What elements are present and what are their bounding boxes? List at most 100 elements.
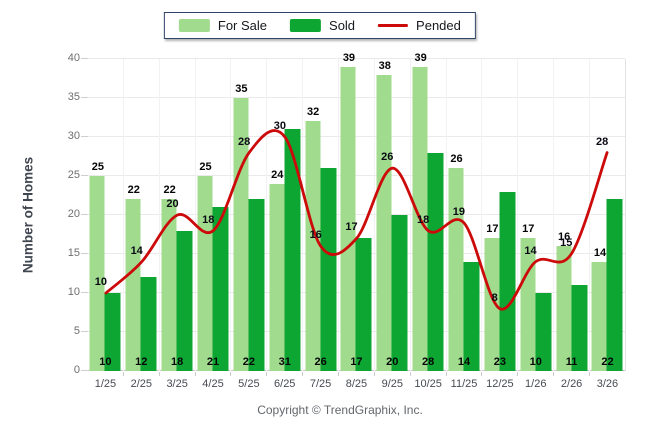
pended-line-swatch	[378, 24, 409, 27]
pended-value-label: 18	[416, 213, 430, 226]
sold-value-label: 22	[601, 356, 614, 368]
legend-label-pended: Pended	[416, 18, 461, 33]
sold-bar	[463, 261, 480, 371]
x-tick-mark	[302, 372, 304, 376]
y-axis-title: Number of Homes	[20, 156, 36, 274]
pended-value-label: 14	[130, 244, 143, 257]
bar-group-12/25: 23 17 12/25	[481, 59, 517, 390]
bar-pair: 17 39	[340, 52, 372, 371]
bar-pair: 11 16	[556, 231, 588, 371]
bar-group-5/25: 22 35 5/25	[230, 59, 266, 390]
x-tick-mark	[373, 372, 375, 376]
y-tick-mark	[81, 175, 88, 176]
bar-pair: 26 32	[305, 106, 337, 371]
x-tick-label: 8/25	[345, 378, 368, 390]
pended-value-label: 18	[202, 213, 215, 226]
for-sale-value-label: 22	[127, 184, 140, 197]
for-sale-bar	[340, 66, 356, 371]
gridline-y-30	[88, 136, 625, 137]
pended-value-label: 17	[345, 221, 358, 234]
bar-group-2/25: 12 22 2/25	[122, 59, 159, 390]
x-tick-mark	[266, 372, 268, 376]
bar-group-3/26: 22 14 3/26	[589, 59, 625, 390]
sold-bar	[284, 129, 301, 371]
x-tick-label: 2/26	[560, 378, 583, 390]
x-tick-label: 7/25	[309, 378, 332, 390]
sold-bar	[140, 277, 157, 371]
x-tick-label: 3/26	[596, 378, 619, 390]
pended-value-label: 16	[309, 229, 322, 242]
x-tick-label: 3/25	[166, 378, 188, 390]
for-sale-bar	[376, 74, 392, 371]
bar-group-6/25: 31 24 6/25	[266, 59, 302, 390]
bar-pair: 12 22	[125, 184, 157, 371]
bar-pair: 31 24	[269, 129, 301, 371]
sold-bar	[104, 293, 121, 371]
legend-label-for-sale: For Sale	[217, 18, 268, 33]
bar-group-1/26: 10 17 1/26	[517, 59, 553, 390]
pended-value-label: 14	[524, 244, 537, 257]
sold-bar	[391, 215, 408, 371]
pended-value-label: 30	[273, 120, 287, 132]
x-tick-label: 6/25	[274, 378, 296, 390]
bar-pair: 20 38	[376, 60, 408, 371]
sold-value-label: 20	[386, 356, 399, 368]
copyright: Copyright © TrendGraphix, Inc.	[257, 403, 423, 417]
y-tick-label: 25	[67, 169, 80, 181]
pended-value-label: 20	[166, 198, 179, 210]
sold-bar	[606, 199, 623, 371]
pended-value-label: 28	[595, 135, 609, 148]
pended-value-label: 10	[94, 276, 108, 288]
for-sale-value-label: 39	[342, 51, 356, 64]
sold-bar	[248, 199, 265, 371]
sold-value-label: 31	[278, 356, 291, 368]
for-sale-value-label: 16	[557, 231, 571, 244]
x-tick-mark	[194, 372, 196, 376]
for-sale-value-label: 25	[91, 161, 105, 173]
for-sale-bar	[233, 98, 249, 371]
bar-pair: 22 14	[591, 199, 623, 371]
for-sale-bar	[125, 199, 141, 371]
sold-bar	[355, 238, 372, 371]
bar-pair: 10 25	[89, 161, 121, 371]
sold-value-label: 12	[135, 356, 148, 368]
for-sale-value-label: 32	[306, 106, 320, 119]
bar-group-8/25: 17 39 8/25	[338, 52, 374, 390]
sold-bar	[535, 293, 552, 371]
x-tick-label: 11/25	[450, 378, 478, 390]
sold-value-label: 14	[457, 356, 471, 368]
pended-value-label: 28	[237, 135, 251, 148]
sold-swatch	[290, 19, 322, 32]
for-sale-bar	[161, 199, 177, 371]
x-tick-mark	[338, 372, 340, 376]
x-tick-mark	[122, 372, 124, 376]
pended-value-label: 8	[491, 291, 498, 304]
for-sale-bar	[484, 238, 500, 371]
x-tick-mark	[445, 372, 447, 376]
y-tick-mark	[81, 253, 88, 254]
y-tick-label: 20	[67, 208, 80, 220]
bar-group-9/25: 20 38 9/25	[373, 59, 410, 390]
sold-bar	[212, 207, 229, 371]
x-tick-label: 1/25	[94, 378, 117, 390]
for-sale-bar	[89, 176, 105, 371]
x-tick-label: 2/25	[130, 378, 152, 390]
sold-value-label: 21	[206, 356, 220, 368]
for-sale-bar	[305, 121, 321, 371]
x-tick-label: 12/25	[486, 378, 514, 390]
gridline-y-25	[88, 175, 625, 176]
y-tick-mark	[81, 292, 88, 293]
sold-value-label: 18	[171, 356, 184, 368]
for-sale-value-label: 17	[522, 223, 535, 236]
bar-pair: 18 22	[161, 184, 193, 371]
y-tick-mark	[81, 370, 88, 371]
bar-group-4/25: 21 25 4/25	[194, 59, 231, 390]
y-tick-mark	[81, 58, 88, 59]
bar-groups: 10 25 1/25 12 22 2/25 18 22 3/25 21 25 4/25 22 35 5/25…	[88, 52, 625, 390]
x-tick-mark	[158, 372, 160, 376]
bar-group-2/26: 11 16 2/26	[553, 59, 589, 390]
for-sale-value-label: 17	[486, 223, 499, 236]
bar-group-7/25: 26 32 7/25	[302, 59, 338, 390]
for-sale-value-label: 14	[593, 246, 607, 259]
